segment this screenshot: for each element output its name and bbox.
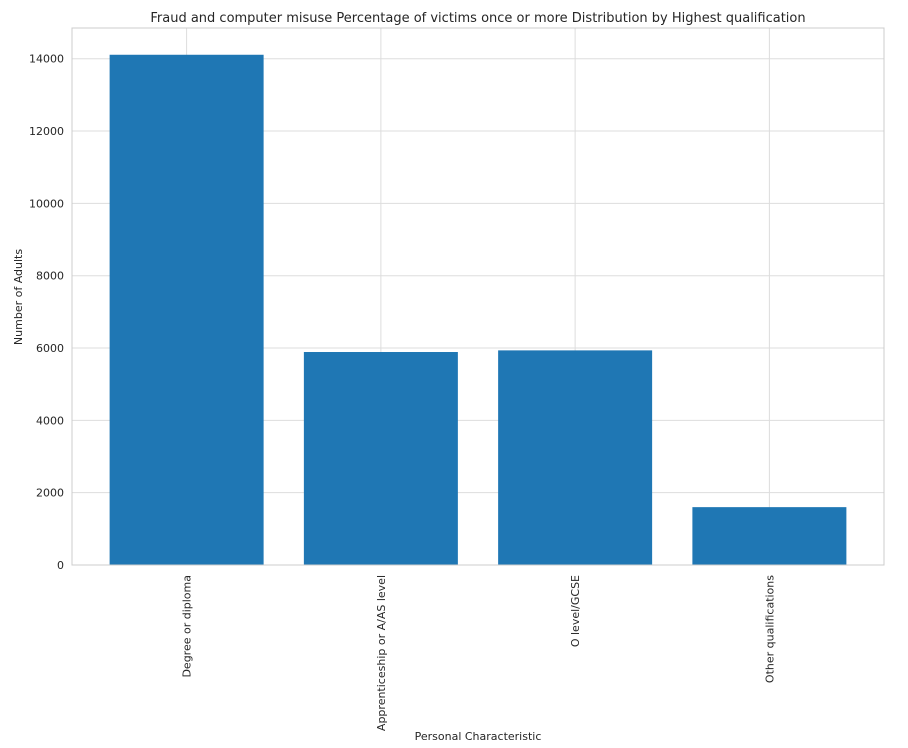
x-tick-label: Other qualifications bbox=[763, 575, 776, 683]
y-tick-label: 2000 bbox=[36, 487, 64, 500]
x-axis-label: Personal Characteristic bbox=[415, 730, 542, 743]
bar bbox=[303, 352, 458, 565]
y-tick-label: 10000 bbox=[29, 197, 64, 210]
y-tick-label: 0 bbox=[57, 559, 64, 572]
bar bbox=[498, 350, 653, 565]
y-tick-label: 4000 bbox=[36, 414, 64, 427]
x-tick-label: Apprenticeship or A/AS level bbox=[375, 575, 388, 731]
y-tick-label: 8000 bbox=[36, 270, 64, 283]
x-tick-label: Degree or diploma bbox=[181, 575, 194, 678]
chart-title: Fraud and computer misuse Percentage of … bbox=[150, 11, 805, 26]
x-tick-label: O level/GCSE bbox=[569, 575, 582, 647]
y-tick-label: 14000 bbox=[29, 53, 64, 66]
y-tick-label: 12000 bbox=[29, 125, 64, 138]
y-tick-label: 6000 bbox=[36, 342, 64, 355]
y-axis-label: Number of Adults bbox=[12, 249, 25, 345]
bar bbox=[109, 54, 264, 566]
plot-frame bbox=[71, 27, 885, 566]
bar bbox=[692, 507, 847, 565]
